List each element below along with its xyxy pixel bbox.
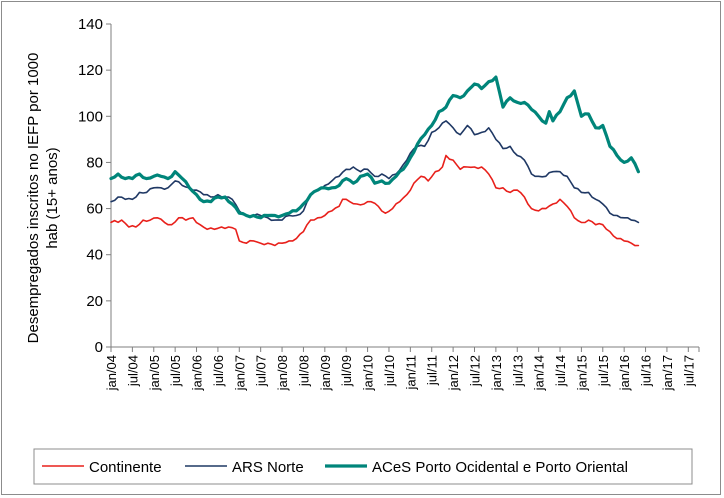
x-tick-label: jul/04 bbox=[125, 355, 140, 387]
x-tick-label: jul/07 bbox=[254, 355, 269, 387]
x-tick-label: jan/07 bbox=[232, 355, 247, 391]
x-tick-label: jul/11 bbox=[425, 355, 440, 386]
y-tick-label: 40 bbox=[86, 247, 103, 264]
x-tick-label: jan/15 bbox=[574, 355, 589, 391]
legend-item-continente: Continente bbox=[42, 459, 162, 476]
legend-item-ars-norte: ARS Norte bbox=[185, 459, 304, 476]
x-tick-label: jul/09 bbox=[339, 355, 354, 387]
y-axis-label-line2: hab (15+ anos) bbox=[44, 147, 61, 248]
x-tick-label: jul/17 bbox=[681, 355, 696, 387]
series-line-continente bbox=[110, 154, 640, 247]
x-tick-label: jul/05 bbox=[168, 355, 183, 387]
x-tick-label: jan/09 bbox=[318, 355, 333, 391]
y-tick-label: 0 bbox=[95, 339, 103, 356]
x-tick-label: jul/10 bbox=[382, 355, 397, 387]
legend-label-ars-norte: ARS Norte bbox=[232, 459, 304, 476]
x-tick-label: jan/08 bbox=[275, 355, 290, 391]
x-tick-label: jan/11 bbox=[403, 355, 418, 390]
legend-item-aces-porto: ACeS Porto Ocidental e Porto Oriental bbox=[325, 459, 628, 476]
y-tick-label: 100 bbox=[78, 108, 103, 125]
x-tick-label: jul/16 bbox=[639, 355, 654, 387]
x-tick-label: jan/12 bbox=[446, 355, 461, 391]
x-tick-label: jan/13 bbox=[489, 355, 504, 391]
series-line-aces-porto-ocidental-e-porto-oriental bbox=[109, 75, 641, 220]
x-tick-label: jul/06 bbox=[211, 355, 226, 387]
legend-label-aces-porto: ACeS Porto Ocidental e Porto Oriental bbox=[372, 459, 628, 476]
y-axis-label-line1: Desempregados inscritos no IEFP por 1000 bbox=[25, 53, 42, 344]
x-tick-label: jan/10 bbox=[361, 355, 376, 391]
x-tick-label: jul/08 bbox=[296, 355, 311, 387]
y-tick-label: 60 bbox=[86, 201, 103, 218]
x-tick-label: jan/06 bbox=[190, 355, 205, 391]
x-tick-label: jan/14 bbox=[532, 355, 547, 391]
x-tick-label: jan/17 bbox=[660, 355, 675, 391]
series-line-ars-norte bbox=[110, 120, 640, 224]
x-tick-label: jan/16 bbox=[617, 355, 632, 391]
x-tick-label: jul/13 bbox=[510, 355, 525, 387]
x-tick-label: jan/04 bbox=[104, 355, 119, 391]
x-axis: jan/04 jul/04 jan/05 jul/05 jan/06 jul/06 jan/… bbox=[104, 346, 700, 391]
x-tick-label: jul/14 bbox=[553, 355, 568, 387]
legend-label-continente: Continente bbox=[89, 459, 162, 476]
x-tick-label: jul/12 bbox=[467, 355, 482, 387]
y-tick-label: 140 bbox=[78, 16, 103, 33]
y-tick-label: 20 bbox=[86, 293, 103, 310]
x-tick-label: jan/05 bbox=[147, 355, 162, 391]
series-lines bbox=[109, 75, 641, 247]
y-axis: 0 20 40 60 80 100 120 140 bbox=[78, 16, 112, 356]
y-tick-label: 120 bbox=[78, 62, 103, 79]
x-tick-label: jul/15 bbox=[596, 355, 611, 387]
y-tick-label: 80 bbox=[86, 154, 103, 171]
